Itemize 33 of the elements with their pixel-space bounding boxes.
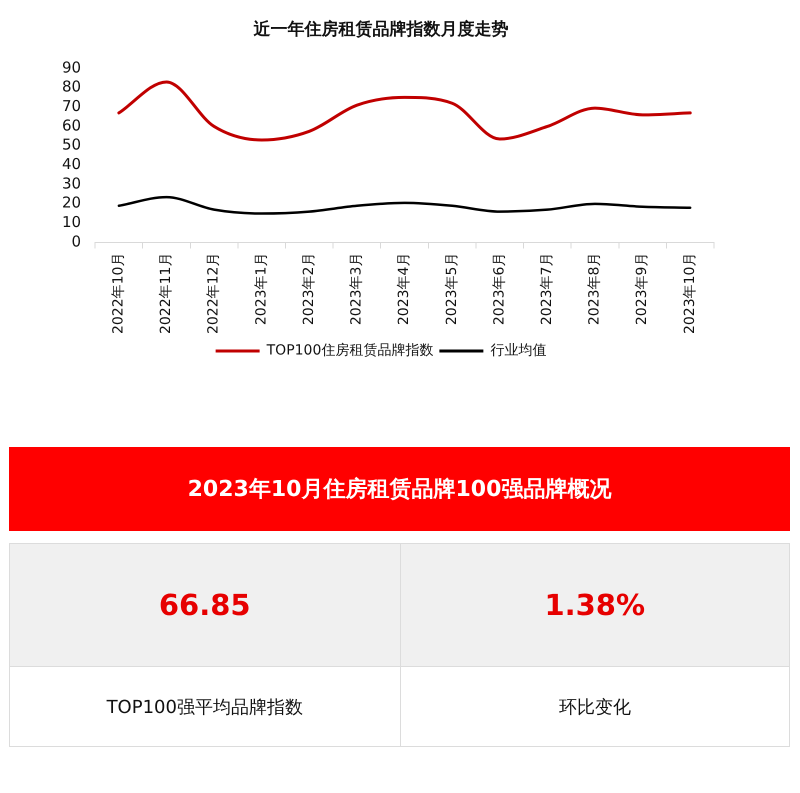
y-tick-label: 20 — [62, 194, 82, 212]
y-tick-label: 0 — [72, 232, 82, 250]
y-tick-label: 80 — [62, 78, 82, 96]
y-tick-label: 10 — [62, 213, 82, 232]
line-series — [118, 196, 692, 215]
y-tick-label: 30 — [62, 174, 82, 192]
text: 66.85 — [10, 544, 400, 667]
legend-label: TOP100住房租赁品牌指数 — [266, 342, 434, 359]
x-tick-label: 2023年6月 — [491, 252, 508, 326]
y-tick-label: 90 — [62, 58, 82, 76]
line-series — [117, 80, 692, 142]
y-tick-label: 70 — [62, 96, 82, 115]
x-tick-label: 2023年5月 — [444, 252, 460, 326]
x-tick-label: 2022年11月 — [158, 252, 174, 334]
x-tick-label: 2022年10月 — [110, 252, 127, 334]
text: 2023年10月住房租赁品牌100强品牌概况 — [9, 447, 790, 531]
x-tick-label: 2023年3月 — [348, 252, 365, 326]
y-tick-label: 40 — [62, 155, 82, 174]
x-tick-label: 2023年1月 — [253, 252, 270, 326]
y-tick-label: 60 — [62, 116, 82, 134]
x-tick-label: 2022年12月 — [206, 252, 222, 334]
text: 环比变化 — [400, 667, 789, 746]
x-tick-label: 2023年7月 — [539, 252, 556, 326]
legend-label: 行业均值 — [490, 342, 546, 359]
x-tick-label: 2023年10月 — [682, 252, 698, 334]
x-tick-label: 2023年4月 — [396, 252, 412, 326]
text: TOP100强平均品牌指数 — [10, 667, 400, 746]
x-tick-label: 2023年8月 — [586, 252, 603, 326]
x-tick-label: 2023年9月 — [634, 252, 650, 326]
chart-title: 近一年住房租赁品牌指数月度走势 — [252, 20, 508, 40]
text: 1.38% — [400, 544, 789, 667]
y-tick-label: 50 — [62, 136, 82, 154]
x-tick-label: 2023年2月 — [300, 252, 317, 326]
